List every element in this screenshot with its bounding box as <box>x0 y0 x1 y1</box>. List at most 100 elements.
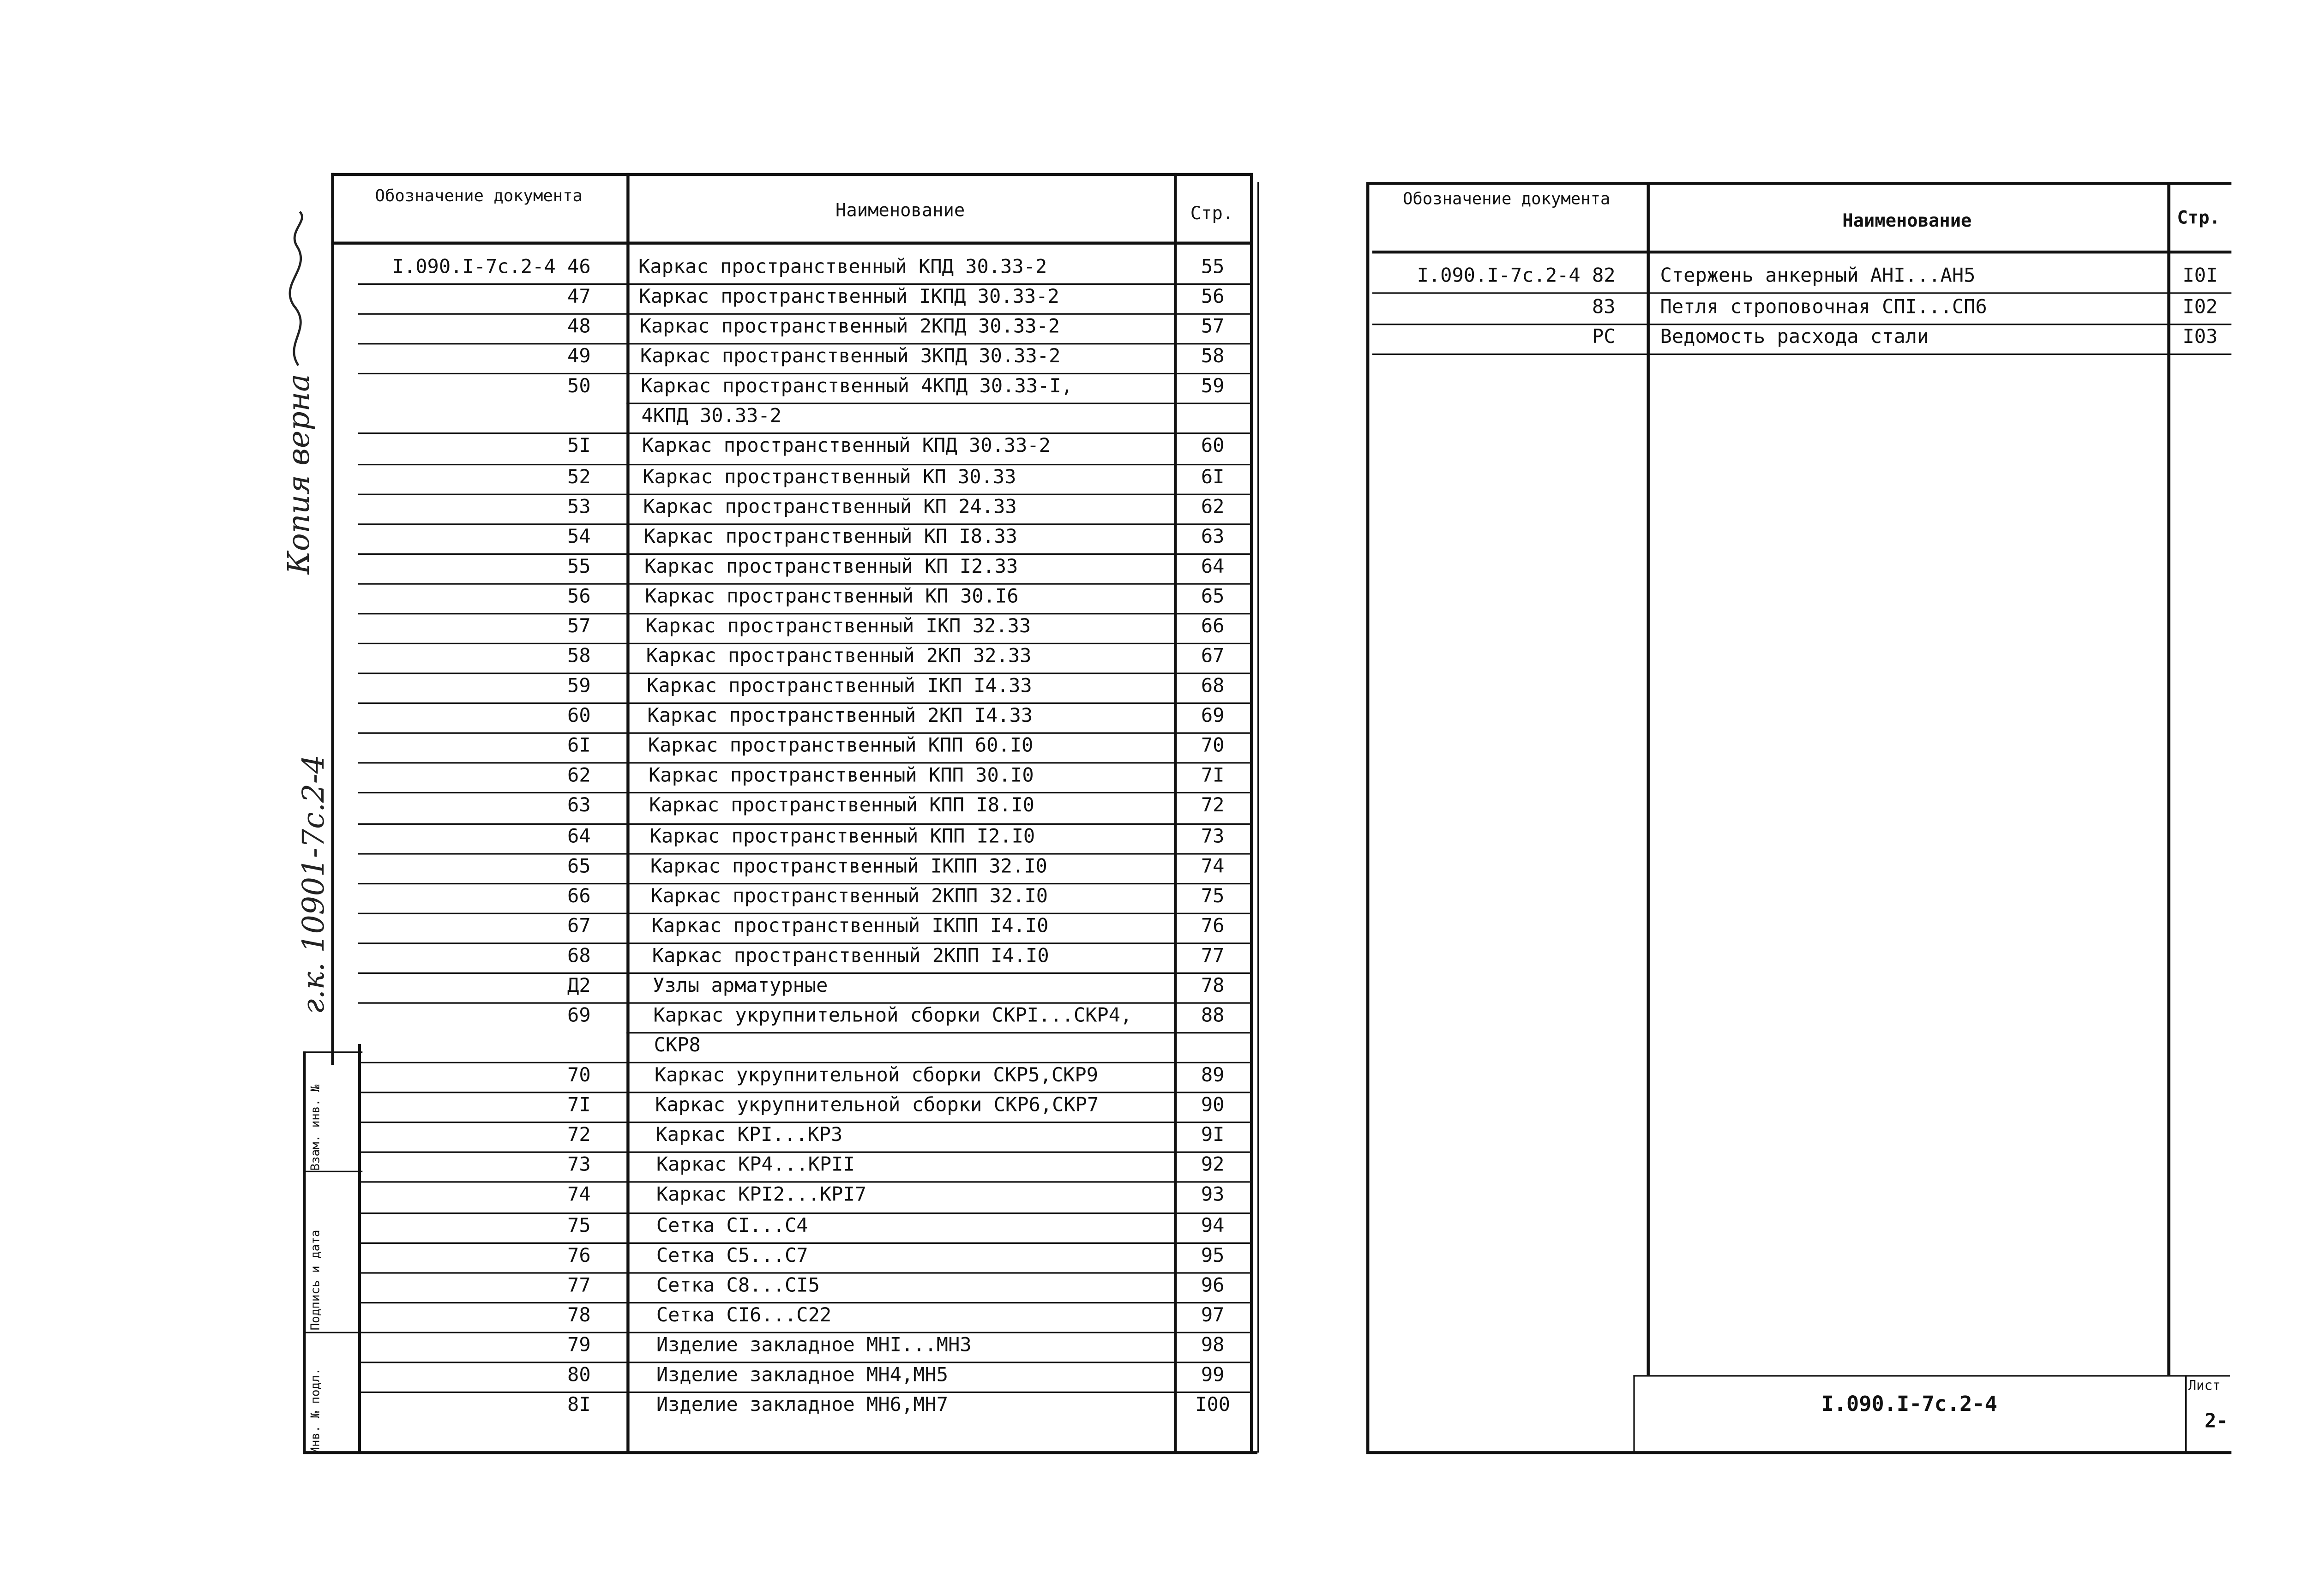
row-name: Ведомость расхода стали <box>1660 326 1929 349</box>
row-designation: 62 <box>567 765 591 788</box>
row-name: Каркас пространственный IКПД 30.33-2 <box>639 286 1059 309</box>
row-designation: 67 <box>567 915 591 938</box>
row-page: 93 <box>1201 1185 1225 1207</box>
row-divider <box>358 1272 1250 1273</box>
row-page: 56 <box>1201 286 1225 309</box>
rule-line <box>626 173 630 1453</box>
row-name: Каркас пространственный КП 30.33 <box>643 466 1016 489</box>
row-designation: Д2 <box>567 975 591 998</box>
row-designation: 49 <box>567 346 591 369</box>
row-name: Каркас пространственный IКП 32.33 <box>645 616 1031 638</box>
row-page: 65 <box>1201 586 1225 609</box>
row-divider <box>358 1242 1250 1243</box>
row-page: 72 <box>1201 795 1225 818</box>
row-designation: 68 <box>567 945 591 968</box>
row-designation: 48 <box>567 316 591 339</box>
row-designation: 80 <box>567 1364 591 1387</box>
row-divider <box>358 553 1250 555</box>
rule-line <box>2185 1375 2187 1453</box>
row-divider <box>358 852 1250 854</box>
row-name: Каркас укрупнительной сборки СКР6,СКР7 <box>655 1095 1099 1118</box>
row-name: Каркас КРI...КР3 <box>655 1125 843 1147</box>
row-page: 7I <box>1201 765 1225 788</box>
row-divider <box>358 1302 1250 1303</box>
row-divider <box>358 642 1250 645</box>
left-header-page: Стр. <box>1190 203 1234 224</box>
row-name: Каркас пространственный IКПП 32.I0 <box>650 855 1047 878</box>
row-divider <box>358 1391 1250 1393</box>
stamp-replace-inv: Взам. инв. № <box>308 1084 322 1171</box>
row-name: Каркас КРI2...КРI7 <box>656 1185 867 1207</box>
row-designation: 77 <box>567 1274 591 1297</box>
row-page: 67 <box>1201 646 1225 668</box>
rule-line <box>302 1051 306 1454</box>
row-designation: 50 <box>567 376 591 399</box>
row-designation: 83 <box>1592 296 1616 318</box>
row-page: 99 <box>1201 1364 1225 1387</box>
right-header-page: Стр. <box>2177 207 2220 228</box>
row-page: 64 <box>1201 556 1225 579</box>
row-divider <box>358 433 1250 435</box>
row-designation: 70 <box>567 1065 591 1088</box>
row-name: Каркас пространственный 2КПП I4.I0 <box>652 945 1049 968</box>
row-name: Каркас пространственный КП 30.I6 <box>645 586 1019 609</box>
stamp-signature-date: Подпись и дата <box>308 1230 322 1331</box>
row-page: 89 <box>1201 1065 1225 1088</box>
row-page: 90 <box>1201 1095 1225 1118</box>
row-page: 95 <box>1201 1245 1225 1267</box>
row-divider <box>626 403 1250 405</box>
row-name: Изделие закладное МН6,МН7 <box>656 1394 949 1417</box>
row-page: 88 <box>1201 1005 1225 1028</box>
title-block-sheet-number: 2- <box>2205 1410 2228 1434</box>
row-designation: 73 <box>567 1155 591 1177</box>
row-page: 76 <box>1201 915 1225 938</box>
row-page: I03 <box>2182 326 2218 349</box>
row-designation: 53 <box>567 496 591 519</box>
row-designation: 5I <box>567 436 591 459</box>
row-name: Каркас пространственный КП I8.33 <box>643 526 1017 549</box>
row-name: Стержень анкерный АНI...АН5 <box>1660 265 1976 288</box>
row-designation: 69 <box>567 1005 591 1028</box>
row-designation: 78 <box>567 1304 591 1327</box>
row-divider <box>358 912 1250 914</box>
row-divider <box>358 702 1250 704</box>
rule-line <box>2167 182 2170 1375</box>
row-name: Сетка С5...С7 <box>656 1245 808 1267</box>
row-page: 63 <box>1201 526 1225 549</box>
rule-line <box>331 173 1253 176</box>
row-name: Каркас пространственный 2КП I4.33 <box>647 706 1033 728</box>
row-page: 96 <box>1201 1274 1225 1297</box>
row-name: Изделие закладное МНI...МН3 <box>656 1334 972 1357</box>
rule-line <box>302 1451 1258 1454</box>
row-page: 77 <box>1201 945 1225 968</box>
rule-line <box>302 1332 363 1333</box>
row-divider <box>358 523 1250 525</box>
row-designation: РС <box>1592 326 1616 349</box>
rule-line <box>1372 250 2232 254</box>
row-divider <box>358 612 1250 615</box>
row-page: 74 <box>1201 855 1225 878</box>
row-name: Каркас пространственный IКП I4.33 <box>647 676 1032 698</box>
row-divider <box>358 1122 1250 1124</box>
row-name: Каркас пространственный 4КПД 30.33-I, <box>641 376 1073 399</box>
row-name: Узлы арматурные <box>653 975 828 998</box>
title-block-designation: I.090.I-7с.2-4 <box>1821 1393 1997 1417</box>
row-page: 97 <box>1201 1304 1225 1327</box>
row-page: I02 <box>2182 296 2218 318</box>
rule-line <box>1633 1375 2230 1377</box>
row-name: Каркас пространственный КПД 30.33-2 <box>642 436 1051 459</box>
row-designation: 6I <box>567 735 591 758</box>
row-divider <box>358 1212 1250 1213</box>
row-page: 55 <box>1201 256 1225 279</box>
right-header-designation: Обозначение документа <box>1402 189 1611 209</box>
row-divider <box>358 283 1250 285</box>
row-designation: 76 <box>567 1245 591 1267</box>
row-divider <box>626 1032 1250 1034</box>
row-designation: 56 <box>567 586 591 609</box>
row-designation: 63 <box>567 795 591 818</box>
row-designation: 64 <box>567 825 591 848</box>
row-name: Изделие закладное МН4,МН5 <box>656 1364 949 1387</box>
row-designation: 8I <box>567 1394 591 1417</box>
row-divider <box>358 1362 1250 1363</box>
row-name: Сетка СI6...С22 <box>656 1304 832 1327</box>
